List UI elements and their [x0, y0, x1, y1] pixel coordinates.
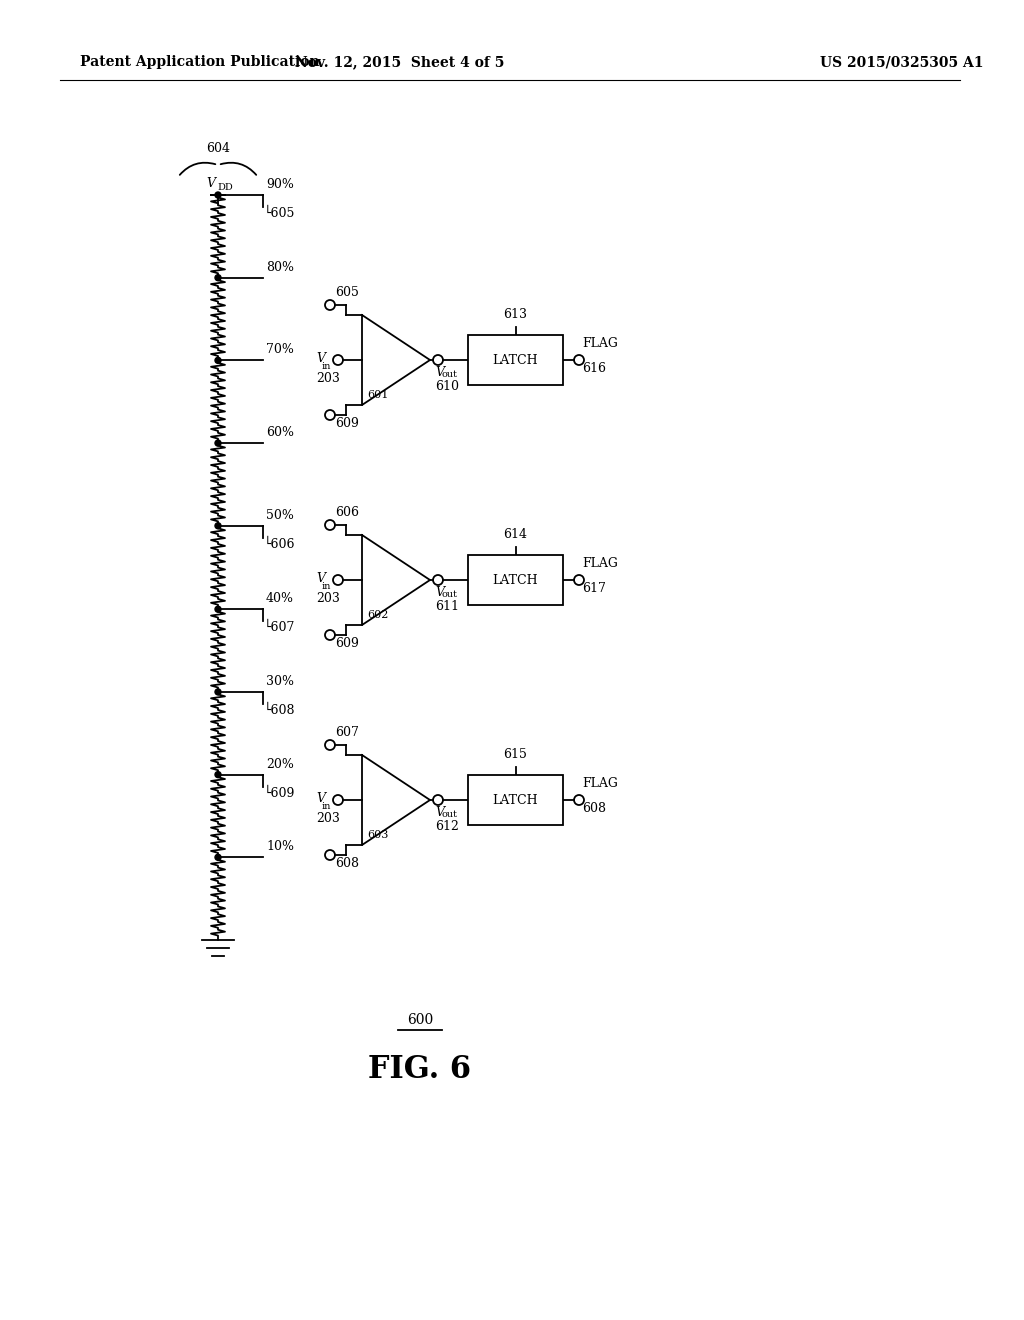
Text: 600: 600: [407, 1012, 433, 1027]
Text: 611: 611: [435, 601, 459, 612]
Text: FLAG: FLAG: [582, 777, 617, 789]
Text: 616: 616: [582, 362, 606, 375]
Text: 608: 608: [335, 857, 359, 870]
Text: 608: 608: [582, 803, 606, 814]
Text: V: V: [316, 351, 325, 364]
Text: 606: 606: [335, 506, 359, 519]
Text: 610: 610: [435, 380, 459, 393]
Text: 603: 603: [367, 830, 388, 840]
Text: FLAG: FLAG: [582, 557, 617, 570]
Text: V: V: [435, 366, 444, 379]
Text: 617: 617: [582, 582, 606, 595]
Text: 203: 203: [316, 812, 340, 825]
Text: 613: 613: [504, 308, 527, 321]
Text: 80%: 80%: [266, 260, 294, 273]
Text: 20%: 20%: [266, 758, 294, 771]
Text: DD: DD: [217, 183, 232, 191]
Text: 604: 604: [206, 143, 230, 154]
Circle shape: [215, 606, 221, 612]
Text: 60%: 60%: [266, 426, 294, 440]
Text: in: in: [322, 803, 332, 810]
Text: └608: └608: [264, 704, 296, 717]
Text: V: V: [316, 792, 325, 804]
Text: in: in: [322, 582, 332, 591]
Text: Nov. 12, 2015  Sheet 4 of 5: Nov. 12, 2015 Sheet 4 of 5: [295, 55, 505, 69]
Text: └607: └607: [264, 622, 295, 634]
Text: Patent Application Publication: Patent Application Publication: [80, 55, 319, 69]
Text: V: V: [206, 177, 215, 190]
Text: 203: 203: [316, 372, 340, 385]
Text: 602: 602: [367, 610, 388, 620]
Circle shape: [215, 191, 221, 198]
Text: LATCH: LATCH: [493, 354, 539, 367]
Text: 612: 612: [435, 820, 459, 833]
Bar: [468, 775, 563, 825]
Text: └606: └606: [264, 537, 296, 550]
Text: V: V: [435, 586, 444, 599]
Text: LATCH: LATCH: [493, 793, 539, 807]
Text: 203: 203: [316, 591, 340, 605]
Text: FLAG: FLAG: [582, 337, 617, 350]
Text: 30%: 30%: [266, 675, 294, 688]
Text: 40%: 40%: [266, 593, 294, 605]
Text: LATCH: LATCH: [493, 573, 539, 586]
Text: 615: 615: [504, 748, 527, 762]
Text: └609: └609: [264, 787, 295, 800]
Text: in: in: [322, 362, 332, 371]
Circle shape: [215, 854, 221, 861]
Circle shape: [215, 440, 221, 446]
Text: 601: 601: [367, 389, 388, 400]
Text: out: out: [441, 370, 457, 379]
Bar: [468, 554, 563, 605]
Text: V: V: [435, 807, 444, 818]
Text: FIG. 6: FIG. 6: [369, 1055, 471, 1085]
Circle shape: [215, 772, 221, 777]
Text: └605: └605: [264, 207, 295, 220]
Text: US 2015/0325305 A1: US 2015/0325305 A1: [820, 55, 983, 69]
Text: 605: 605: [335, 286, 358, 300]
Bar: [468, 335, 563, 385]
Text: 609: 609: [335, 638, 358, 649]
Text: 607: 607: [335, 726, 358, 739]
Text: V: V: [316, 572, 325, 585]
Text: out: out: [441, 810, 457, 818]
Circle shape: [215, 523, 221, 529]
Text: 50%: 50%: [266, 508, 294, 521]
Text: 609: 609: [335, 417, 358, 430]
Circle shape: [215, 358, 221, 363]
Circle shape: [215, 275, 221, 281]
Text: out: out: [441, 590, 457, 599]
Text: 70%: 70%: [266, 343, 294, 356]
Text: 10%: 10%: [266, 841, 294, 853]
Circle shape: [215, 689, 221, 694]
Text: 614: 614: [504, 528, 527, 541]
Text: 90%: 90%: [266, 178, 294, 191]
